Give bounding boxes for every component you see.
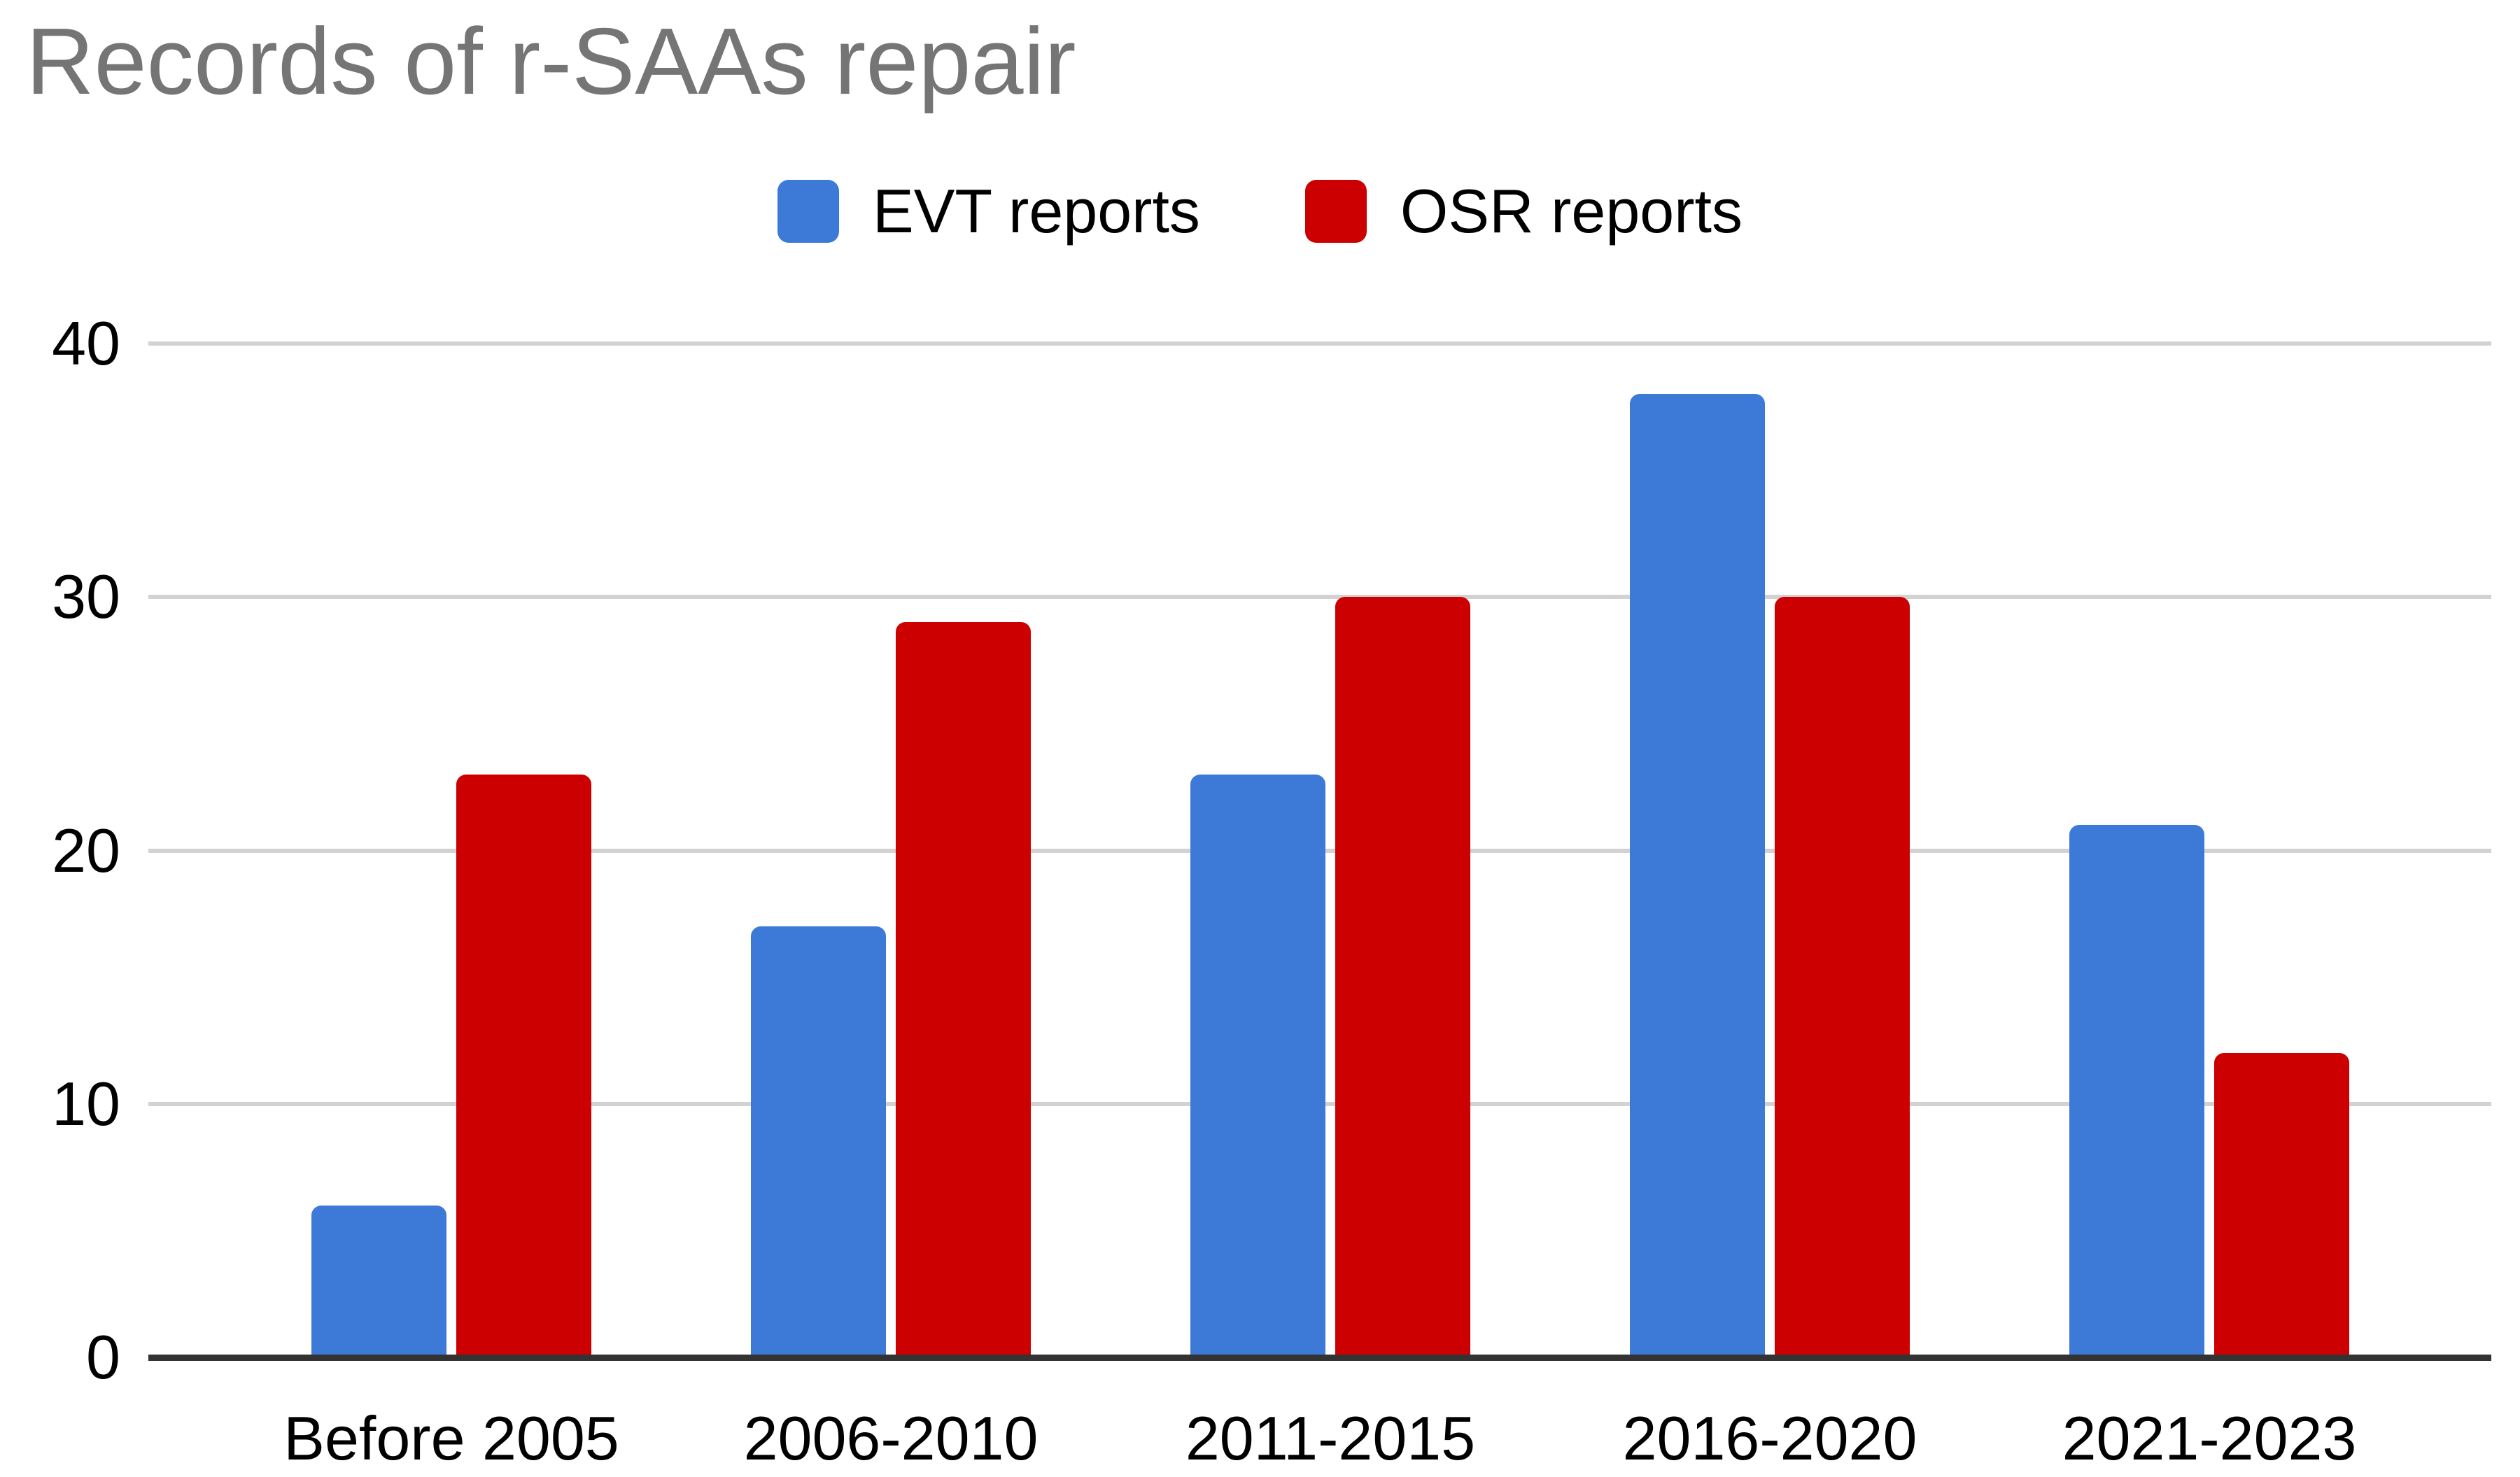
- legend-item-osr: OSR reports: [1304, 176, 1743, 247]
- bar-osr-reports: [456, 775, 591, 1357]
- x-axis-line: [148, 1355, 2491, 1361]
- x-axis-category-label: 2016-2020: [1622, 1404, 1917, 1473]
- x-axis-category-label: 2006-2010: [743, 1404, 1039, 1473]
- legend-label-osr: OSR reports: [1400, 176, 1743, 246]
- osr-legend-swatch: [1304, 180, 1367, 243]
- bar-evt-reports: [2069, 825, 2204, 1357]
- x-axis-category-label: 2011-2015: [1185, 1404, 1476, 1473]
- legend-label-evt: EVT reports: [873, 176, 1200, 246]
- bar-osr-reports: [1335, 597, 1470, 1357]
- bar-evt-reports: [1190, 775, 1325, 1357]
- x-axis-category-label: Before 2005: [283, 1404, 619, 1473]
- gridline: [148, 595, 2491, 599]
- gridline: [148, 341, 2491, 346]
- bar-evt-reports: [311, 1206, 446, 1357]
- bar-osr-reports: [2214, 1053, 2349, 1357]
- chart-title: Records of r-SAAs repair: [26, 8, 1076, 114]
- y-axis-tick-label: 20: [52, 816, 120, 885]
- bar-evt-reports: [751, 926, 886, 1357]
- bar-osr-reports: [1775, 597, 1910, 1357]
- y-axis-tick-label: 30: [52, 562, 120, 631]
- bar-osr-reports: [896, 622, 1031, 1357]
- chart-legend: EVT reports OSR reports: [0, 176, 2520, 246]
- x-axis-category-label: 2021-2023: [2062, 1404, 2357, 1473]
- y-axis-tick-label: 40: [52, 309, 120, 378]
- bar-evt-reports: [1630, 394, 1765, 1357]
- evt-legend-swatch: [777, 180, 840, 243]
- y-axis-tick-label: 0: [86, 1322, 120, 1392]
- y-axis-tick-label: 10: [52, 1069, 120, 1138]
- legend-item-evt: EVT reports: [777, 176, 1200, 247]
